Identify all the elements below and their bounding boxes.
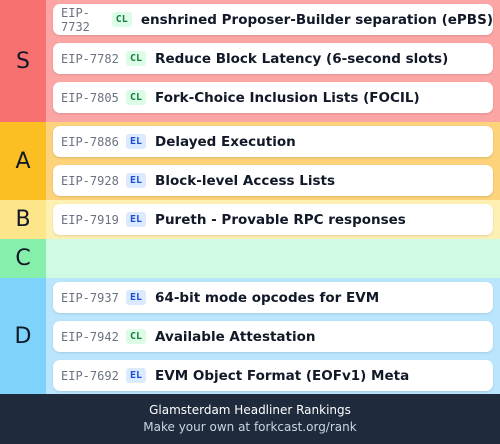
eip-title: Fork-Choice Inclusion Lists (FOCIL)	[155, 89, 420, 106]
tier-label: C	[0, 239, 46, 278]
eip-title: 64-bit mode opcodes for EVM	[155, 289, 380, 306]
tier-dropzone[interactable]: EIP-7937 EL 64-bit mode opcodes for EVM EIP…	[46, 278, 500, 394]
tier-dropzone[interactable]: EIP-7732 CL enshrined Proposer-Builder sep…	[46, 0, 500, 122]
tier-dropzone[interactable]	[46, 239, 500, 278]
eip-title: Delayed Execution	[155, 133, 296, 150]
eip-card[interactable]: EIP-7928 EL Block-level Access Lists	[53, 165, 493, 196]
footer-subtitle: Make your own at forkcast.org/rank	[143, 420, 357, 434]
layer-badge: CL	[126, 329, 147, 344]
tier-row-d: D EIP-7937 EL 64-bit mode opcodes for EVM EI…	[0, 278, 500, 394]
layer-badge: EL	[126, 134, 147, 149]
eip-number: EIP-7919	[61, 212, 119, 227]
footer: Glamsterdam Headliner Rankings Make your…	[0, 394, 500, 444]
eip-card[interactable]: EIP-7886 EL Delayed Execution	[53, 126, 493, 157]
eip-number: EIP-7692	[61, 368, 119, 383]
eip-card[interactable]: EIP-7919 EL Pureth - Provable RPC response…	[53, 204, 493, 235]
eip-title: enshrined Proposer-Builder separation (e…	[140, 11, 493, 28]
eip-card[interactable]: EIP-7692 EL EVM Object Format (EOFv1) Meta	[53, 360, 493, 391]
eip-title: EVM Object Format (EOFv1) Meta	[155, 367, 410, 384]
tier-row-c: C	[0, 239, 500, 278]
tier-label: D	[0, 278, 46, 394]
eip-card[interactable]: EIP-7805 CL Fork-Choice Inclusion Lists (F…	[53, 82, 493, 113]
eip-card[interactable]: EIP-7782 CL Reduce Block Latency (6-second…	[53, 43, 493, 74]
tier-label: A	[0, 122, 46, 200]
layer-badge: CL	[126, 51, 147, 66]
tier-dropzone[interactable]: EIP-7886 EL Delayed Execution EIP-7928 EL Blo…	[46, 122, 500, 200]
eip-number: EIP-7732	[61, 5, 90, 34]
eip-title: Available Attestation	[155, 328, 316, 345]
layer-badge: EL	[126, 368, 147, 383]
eip-card[interactable]: EIP-7942 CL Available Attestation	[53, 321, 493, 352]
tier-row-b: B EIP-7919 EL Pureth - Provable RPC respons…	[0, 200, 500, 239]
eip-title: Pureth - Provable RPC responses	[155, 211, 406, 228]
tier-row-a: A EIP-7886 EL Delayed Execution EIP-7928 EL Bl…	[0, 122, 500, 200]
layer-badge: CL	[111, 12, 132, 27]
eip-number: EIP-7805	[61, 90, 119, 105]
tier-label: B	[0, 200, 46, 239]
eip-number: EIP-7886	[61, 134, 119, 149]
eip-card[interactable]: EIP-7732 CL enshrined Proposer-Builder sep…	[53, 4, 493, 35]
eip-title: Reduce Block Latency (6-second slots)	[155, 50, 449, 67]
eip-title: Block-level Access Lists	[155, 172, 336, 189]
eip-number: EIP-7782	[61, 51, 119, 66]
layer-badge: CL	[126, 90, 147, 105]
layer-badge: EL	[126, 290, 147, 305]
footer-title: Glamsterdam Headliner Rankings	[149, 403, 351, 417]
tier-label: S	[0, 0, 46, 122]
tier-row-s: S EIP-7732 CL enshrined Proposer-Builder se…	[0, 0, 500, 122]
eip-number: EIP-7928	[61, 173, 119, 188]
eip-card[interactable]: EIP-7937 EL 64-bit mode opcodes for EVM	[53, 282, 493, 313]
eip-number: EIP-7942	[61, 329, 119, 344]
eip-number: EIP-7937	[61, 290, 119, 305]
layer-badge: EL	[126, 212, 147, 227]
tier-board: S EIP-7732 CL enshrined Proposer-Builder se…	[0, 0, 500, 394]
layer-badge: EL	[126, 173, 147, 188]
tier-dropzone[interactable]: EIP-7919 EL Pureth - Provable RPC response…	[46, 200, 500, 239]
